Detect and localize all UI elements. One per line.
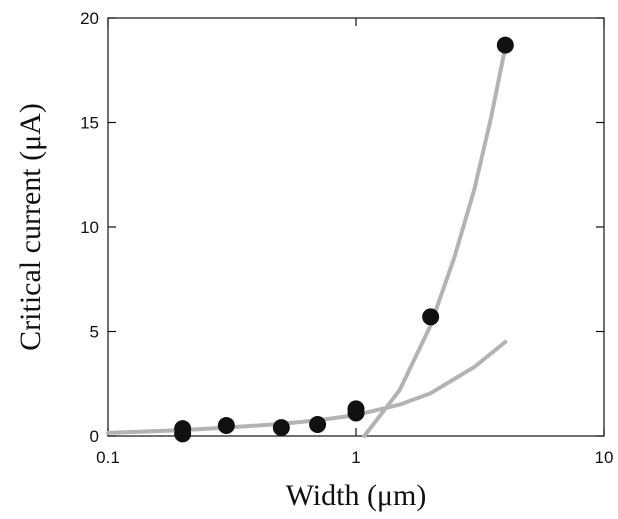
data-point: [347, 400, 365, 418]
x-tick-label: 1: [351, 448, 360, 467]
y-tick-label: 0: [90, 427, 99, 446]
y-tick-label: 15: [80, 114, 99, 133]
plot-area-frame: [107, 17, 605, 437]
data-point: [496, 36, 514, 54]
data-point: [422, 308, 440, 326]
data-point: [272, 419, 290, 437]
x-tick-label: 0.1: [96, 448, 120, 467]
x-axis: 0.1 1 10: [96, 18, 613, 467]
x-tick-label: 10: [595, 448, 614, 467]
data-point: [217, 417, 235, 435]
fit-curves: [106, 45, 508, 438]
fit-curve-2: [362, 45, 508, 438]
x-axis-label: Width (μm): [286, 479, 427, 512]
data-points: [174, 36, 514, 443]
data-point: [174, 420, 192, 438]
y-tick-label: 10: [80, 218, 99, 237]
y-tick-label: 5: [90, 323, 99, 342]
fit-curve-1: [106, 339, 508, 435]
y-axis: 0 5 10 15 20: [80, 9, 604, 446]
data-point: [309, 416, 327, 434]
y-tick-label: 20: [80, 9, 99, 28]
y-axis-label: Critical current (μA): [14, 103, 47, 351]
